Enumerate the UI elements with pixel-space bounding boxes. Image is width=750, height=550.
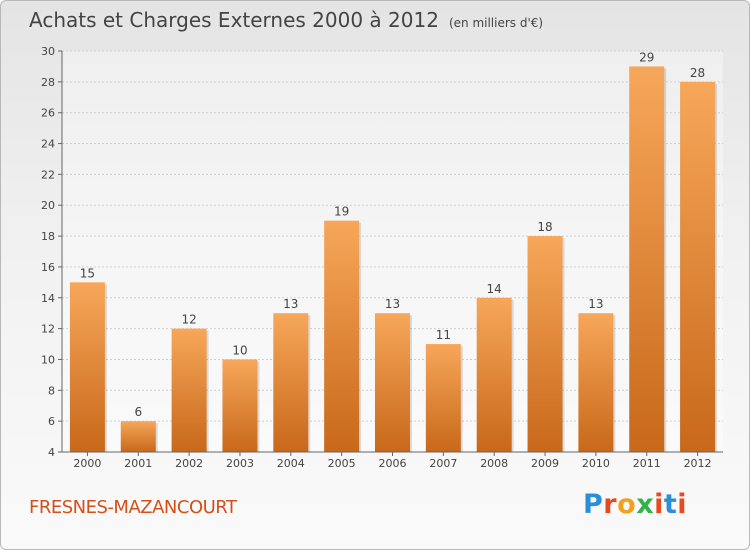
bar-2006: [375, 313, 410, 452]
x-tick-label: 2007: [429, 457, 457, 470]
chart-title: Achats et Charges Externes 2000 à 2012 (e…: [29, 8, 543, 32]
x-tick-label: 2005: [328, 457, 356, 470]
data-label: 14: [487, 282, 502, 296]
y-tick-label: 26: [41, 107, 55, 120]
y-tick-label: 28: [41, 76, 55, 89]
logo-letter: i: [677, 489, 688, 520]
y-tick-label: 22: [41, 168, 55, 181]
x-tick-label: 2012: [684, 457, 712, 470]
bar-2003: [222, 359, 258, 452]
data-label: 12: [181, 313, 196, 327]
x-tick-label: 2004: [277, 457, 305, 470]
x-tick-label: 2008: [480, 457, 508, 470]
bar-2011: [629, 66, 665, 452]
x-tick-label: 2000: [73, 457, 101, 470]
bar-2000: [69, 282, 105, 452]
y-tick-label: 6: [48, 415, 55, 428]
proxiti-logo: Proxiti: [583, 489, 687, 520]
y-tick-label: 20: [41, 199, 55, 212]
y-tick-label: 30: [41, 45, 55, 58]
bar-2001: [120, 421, 156, 452]
x-tick-label: 2002: [175, 457, 203, 470]
x-tick-label: 2001: [124, 457, 152, 470]
data-label: 11: [436, 328, 451, 342]
data-label: 6: [134, 405, 142, 419]
data-label: 10: [232, 343, 247, 357]
bar-2002: [171, 328, 207, 452]
bar-2010: [578, 313, 614, 452]
y-tick-label: 16: [41, 261, 55, 274]
data-label: 15: [80, 266, 95, 280]
data-label: 18: [537, 220, 552, 234]
bar-2005: [324, 220, 360, 452]
data-label: 29: [639, 50, 654, 64]
data-label: 13: [283, 297, 298, 311]
logo-letter: x: [636, 489, 655, 520]
bar-2004: [273, 313, 309, 452]
y-tick-label: 4: [48, 446, 55, 459]
x-tick-label: 2006: [379, 457, 407, 470]
y-tick-label: 10: [41, 353, 55, 366]
bar-2007: [425, 344, 461, 452]
data-label: 19: [334, 205, 349, 219]
bar-2012: [680, 81, 716, 452]
x-tick-label: 2011: [633, 457, 661, 470]
y-tick-label: 12: [41, 323, 55, 336]
logo-letter: i: [654, 489, 664, 520]
y-tick-label: 14: [41, 292, 55, 305]
data-label: 28: [690, 66, 705, 80]
commune-name: FRESNES-MAZANCOURT: [29, 497, 237, 518]
x-tick-label: 2003: [226, 457, 254, 470]
y-tick-label: 8: [48, 384, 55, 397]
logo-letter: P: [583, 489, 604, 520]
y-tick-label: 24: [41, 138, 55, 151]
data-label: 13: [588, 297, 603, 311]
x-tick-label: 2009: [531, 457, 559, 470]
logo-letter: o: [617, 489, 637, 520]
chart-subtitle: (en milliers d'€): [448, 16, 544, 30]
data-label: 13: [385, 297, 400, 311]
logo-letter: t: [663, 489, 678, 520]
x-tick-label: 2010: [582, 457, 610, 470]
bar-2009: [527, 236, 563, 452]
chart-title-text: Achats et Charges Externes 2000 à 2012: [29, 8, 439, 32]
y-tick-label: 18: [41, 230, 55, 243]
bar-2008: [476, 297, 512, 452]
logo-letter: r: [603, 489, 618, 520]
